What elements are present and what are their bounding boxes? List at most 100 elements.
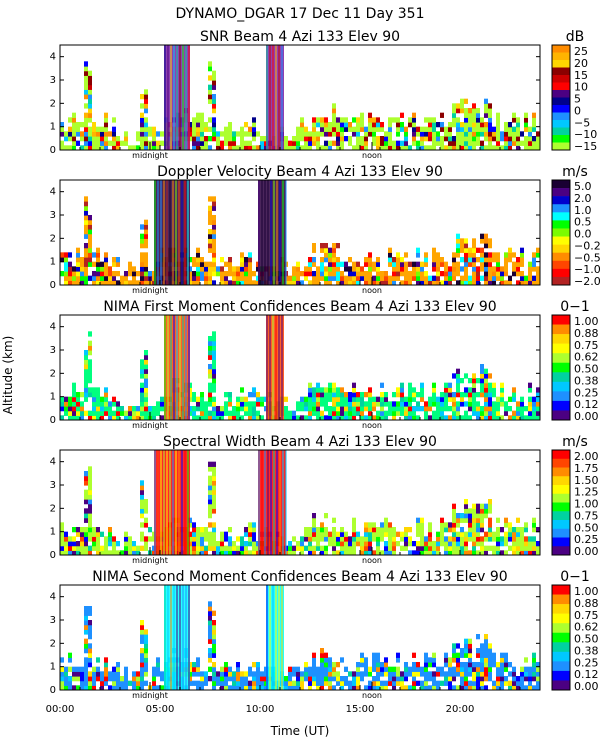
colorbar-unit: m/s [562,164,588,180]
colorbar-tick-label: 0.5 [574,216,592,229]
colorbar-tick-label: 1.0 [574,204,592,217]
colorbar-tick-label: −0.5 [574,251,600,264]
colorbar-tick-label: 20 [574,57,588,70]
marker-midnight: midnight [132,556,168,565]
colorbar-segment [552,82,570,91]
colorbar-tick-label: 0.38 [574,374,599,387]
colorbar-segment [552,212,570,221]
colorbar-unit: dB [566,29,585,45]
y-tick-label: 1 [50,392,56,403]
x-tick-label: 05:00 [146,704,175,715]
colorbar-segment [552,112,570,121]
colorbar-segment [552,252,570,262]
colorbar-tick-label: 0.50 [574,363,599,376]
marker-midnight: midnight [132,151,168,160]
colorbar-tick-label: 1.00 [574,315,599,328]
heatmap-field [60,315,540,420]
y-tick-label: 4 [50,322,56,333]
panel-5: NIMA Second Moment Confidences Beam 4 Az… [50,569,599,700]
colorbar-tick-label: 0.75 [574,339,599,352]
colorbar-segment [552,228,570,237]
panel-title: Spectral Width Beam 4 Azi 133 Elev 90 [163,434,437,450]
colorbar-tick-label: 10 [574,81,588,94]
colorbar: 1.000.880.750.620.500.380.250.120.00 0−1 [551,569,599,693]
heatmap-field [60,180,540,285]
colorbar-tick-label: −5 [574,116,590,129]
colorbar-segment [552,661,570,672]
colorbar-tick-label: 0.00 [574,410,599,423]
colorbar-segment [552,220,570,229]
colorbar-segment [552,485,570,495]
colorbar-tick-label: −15 [574,140,597,153]
marker-midnight: midnight [132,691,168,700]
panel-2: Doppler Velocity Beam 4 Azi 133 Elev 90 0… [50,164,600,295]
heatmap-field [60,45,540,150]
panel-title: NIMA First Moment Confidences Beam 4 Azi… [103,299,496,315]
marker-noon: noon [362,691,382,700]
y-tick-label: 0 [50,685,56,696]
colorbar-segment [552,528,570,538]
marker-noon: noon [362,151,382,160]
colorbar-segment [552,244,570,253]
colorbar: 1.000.880.750.620.500.380.250.120.00 0−1 [551,299,599,423]
figure-title: DYNAMO_DGAR 17 Dec 11 Day 351 [176,6,425,22]
marker-noon: noon [362,556,382,565]
colorbar-segment [552,546,570,556]
marker-midnight: midnight [132,286,168,295]
y-tick-label: 4 [50,592,56,603]
colorbar-tick-label: 2.00 [574,450,599,463]
y-tick-label: 1 [50,122,56,133]
colorbar-tick-label: −0.2 [574,239,600,252]
colorbar-tick-label: 2.0 [574,192,592,205]
panel-1: SNR Beam 4 Azi 133 Elev 90 0 1 2 3 4 midnight n… [50,29,598,160]
colorbar-segment [552,343,570,354]
colorbar-tick-label: 0 [574,104,581,117]
colorbar-tick-label: 1.75 [574,462,599,475]
y-tick-label: 1 [50,257,56,268]
colorbar-segment [552,334,570,344]
colorbar-segment [552,75,570,83]
colorbar-tick-label: 0.75 [574,609,599,622]
y-tick-label: 4 [50,187,56,198]
y-tick-label: 2 [50,98,56,109]
colorbar-tick-label: 5.0 [574,180,592,193]
colorbar-tick-label: 0.00 [574,680,599,693]
colorbar-segment [552,520,570,530]
colorbar-segment [552,502,570,512]
colorbar-tick-label: 0.62 [574,621,599,634]
colorbar-segment [552,467,570,477]
colorbar-segment [552,67,570,76]
panel-title: Doppler Velocity Beam 4 Azi 133 Elev 90 [157,164,443,180]
colorbar-segment [552,315,570,325]
colorbar-segment [552,135,570,143]
y-tick-label: 1 [50,662,56,673]
colorbar-unit: m/s [562,434,588,450]
colorbar-tick-label: −1.0 [574,263,600,276]
colorbar-segment [552,52,570,61]
y-tick-label: 0 [50,415,56,426]
y-tick-label: 3 [50,615,56,626]
colorbar-segment [552,410,570,421]
colorbar-segment [552,623,570,634]
colorbar-segment [552,680,570,691]
panel-title: SNR Beam 4 Azi 133 Elev 90 [200,29,400,45]
y-tick-label: 3 [50,480,56,491]
colorbar-tick-label: 1.25 [574,486,599,499]
colorbar-segment [552,268,570,278]
time-tick-labels: 00:00 05:00 10:00 15:00 20:00 [46,704,475,715]
colorbar-segment [552,120,570,128]
colorbar-tick-label: 0.0 [574,228,592,241]
x-tick-label: 00:00 [46,704,75,715]
colorbar-segment [552,670,570,681]
y-tick-label: 0 [50,550,56,561]
panel-4: Spectral Width Beam 4 Azi 133 Elev 90 0 1 2… [50,434,599,565]
heatmap-field [60,585,540,690]
colorbar-tick-label: 0.88 [574,327,599,340]
colorbar-segment [552,180,570,189]
colorbar-segment [552,204,570,213]
y-tick-label: 3 [50,345,56,356]
panel-title: NIMA Second Moment Confidences Beam 4 Az… [92,569,507,585]
colorbar-segment [552,324,570,335]
